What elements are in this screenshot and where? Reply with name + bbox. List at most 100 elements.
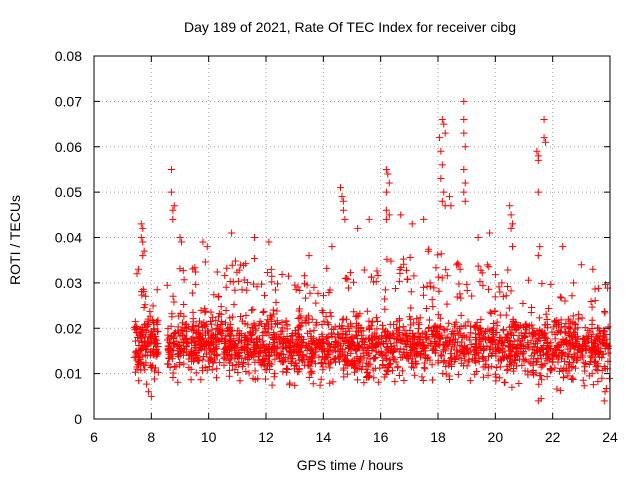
data-point: [222, 356, 230, 364]
data-point: [524, 371, 532, 379]
data-point: [570, 279, 578, 287]
data-point: [444, 333, 452, 341]
data-point: [352, 365, 360, 373]
data-point: [416, 314, 424, 322]
data-point: [438, 331, 446, 339]
data-point: [424, 247, 432, 255]
data-point-outlier: [438, 161, 446, 169]
data-point: [439, 341, 447, 349]
data-point: [282, 317, 290, 325]
data-point: [456, 329, 464, 337]
data-point: [268, 323, 276, 331]
data-point: [258, 280, 266, 288]
data-point: [359, 349, 367, 357]
data-point: [533, 335, 541, 343]
data-point: [231, 366, 239, 374]
data-point: [475, 340, 483, 348]
data-point: [192, 369, 200, 377]
data-point: [179, 345, 187, 353]
data-point: [514, 336, 522, 344]
data-point: [443, 300, 451, 308]
data-point-outlier: [437, 147, 445, 155]
data-point: [496, 363, 504, 371]
data-point: [483, 261, 491, 269]
data-point: [306, 362, 314, 370]
data-point: [354, 376, 362, 384]
data-point: [414, 325, 422, 333]
data-point: [588, 346, 596, 354]
data-point: [356, 358, 364, 366]
data-point: [425, 316, 433, 324]
data-point: [418, 330, 426, 338]
data-point: [495, 339, 503, 347]
data-point: [541, 329, 549, 337]
data-point: [403, 354, 411, 362]
data-point: [174, 378, 182, 386]
data-point: [353, 324, 361, 332]
data-point: [474, 262, 482, 270]
data-point: [340, 373, 348, 381]
data-point: [382, 327, 390, 335]
data-point: [341, 355, 349, 363]
data-point: [211, 351, 219, 359]
data-point: [553, 385, 561, 393]
data-point: [153, 318, 161, 326]
data-point: [535, 380, 543, 388]
data-point: [145, 333, 153, 341]
data-point: [272, 298, 280, 306]
data-point: [205, 329, 213, 337]
data-point: [492, 377, 500, 385]
data-point: [429, 376, 437, 384]
data-point: [268, 272, 276, 280]
data-point: [318, 321, 326, 329]
data-point: [263, 366, 271, 374]
y-tick-label: 0.01: [55, 366, 82, 382]
data-point: [199, 364, 207, 372]
data-point: [499, 327, 507, 335]
data-point: [415, 321, 423, 329]
data-point: [537, 361, 545, 369]
data-point: [383, 255, 391, 263]
data-point: [238, 317, 246, 325]
data-point: [298, 318, 306, 326]
data-point: [342, 331, 350, 339]
data-point: [354, 328, 362, 336]
data-point: [588, 316, 596, 324]
data-point: [447, 354, 455, 362]
data-point: [346, 320, 354, 328]
data-point: [245, 369, 253, 377]
data-point: [189, 350, 197, 358]
data-point: [540, 342, 548, 350]
data-point: [557, 338, 565, 346]
data-point: [506, 358, 514, 366]
data-point-outlier: [341, 215, 349, 223]
data-point: [591, 359, 599, 367]
data-point: [591, 297, 599, 305]
data-point: [556, 293, 564, 301]
data-point: [512, 344, 520, 352]
data-point: [445, 319, 453, 327]
data-point: [308, 356, 316, 364]
data-point: [228, 261, 236, 269]
data-point: [333, 339, 341, 347]
data-point: [412, 341, 420, 349]
data-point-outlier: [384, 170, 392, 178]
data-point: [524, 276, 532, 284]
data-point: [451, 355, 459, 363]
data-point: [247, 335, 255, 343]
data-point-outlier: [169, 215, 177, 223]
data-point: [263, 269, 271, 277]
data-point: [499, 341, 507, 349]
data-point: [167, 332, 175, 340]
data-point: [218, 334, 226, 342]
data-point: [298, 333, 306, 341]
data-point: [536, 337, 544, 345]
data-point: [420, 364, 428, 372]
data-point: [176, 351, 184, 359]
data-point: [239, 363, 247, 371]
data-point: [187, 376, 195, 384]
data-point-outlier: [170, 202, 178, 210]
data-point: [517, 345, 525, 353]
data-point: [238, 286, 246, 294]
data-point: [435, 287, 443, 295]
